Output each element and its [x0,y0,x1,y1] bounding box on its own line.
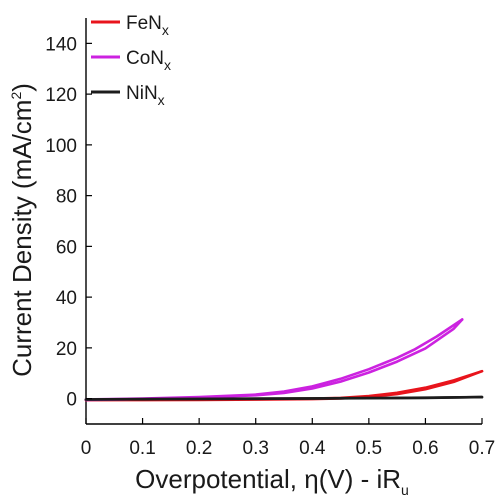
legend-label-main: CoN [126,48,164,69]
legend-label-main: NiN [126,83,158,104]
x-axis-title-main: Overpotential, η(V) - iR [135,464,401,494]
series-layer [84,318,484,402]
legend-label-ninx: NiNx [126,83,165,108]
y-axis-title-sup: 2 [8,92,24,100]
legend-label-sub: x [164,57,171,73]
y-tick-label: 60 [56,237,77,258]
x-tick-label: 0 [81,438,92,459]
x-tick-label: 0.7 [469,438,495,459]
series-line-conx-reverse [84,318,464,401]
x-tick-label: 0.6 [412,438,438,459]
x-tick-label: 0.1 [129,438,155,459]
series-line-ninx-reverse [84,395,484,401]
x-axis-title: Overpotential, η(V) - iRu [135,464,409,498]
y-tick-label: 20 [56,339,77,360]
y-tick-label: 120 [45,85,77,106]
series-line-fenx-reverse [84,369,484,402]
x-tick-label: 0.3 [243,438,269,459]
legend-label-sub: x [158,92,165,108]
y-axis-title: Current Density (mA/cm2) [7,83,37,377]
series-line-conx-forward [84,318,464,402]
y-axis-title-tail: ) [7,83,37,92]
legend-label-sub: x [162,22,169,38]
axes [85,18,482,425]
y-tick-label: 140 [45,34,77,55]
y-tick-label: 80 [56,187,77,208]
x-axis-title-sub: u [401,482,409,498]
x-tick-label: 0.5 [356,438,382,459]
x-tick-label: 0.2 [186,438,212,459]
y-axis-title-main: Current Density (mA/cm [7,100,37,377]
y-tick-label: 0 [66,390,77,411]
legend-label-conx: CoNx [126,48,171,73]
y-tick-label: 40 [56,288,77,309]
series-line-fenx-forward [84,369,484,402]
ticks-layer: 0 0.1 0.2 0.3 0.4 0.5 0.6 0.7 0 20 40 60 80 100 120 140 [45,34,495,459]
legend-label-fenx: FeNx [126,13,169,38]
y-tick-label: 100 [45,136,77,157]
legend-label-main: FeN [126,13,162,34]
x-tick-label: 0.4 [299,438,326,459]
